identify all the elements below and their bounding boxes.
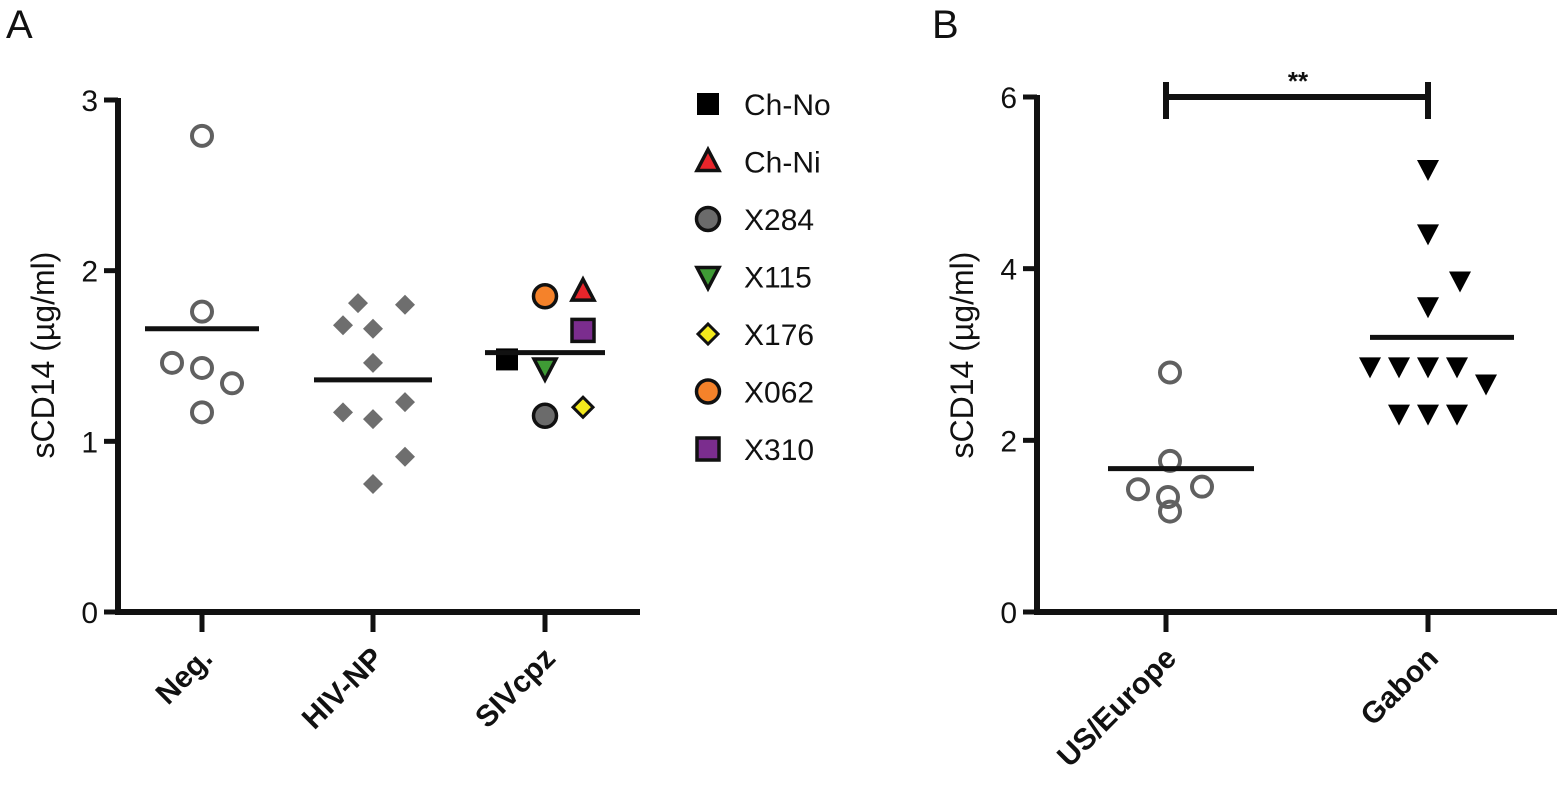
data-point-gabon <box>1417 404 1439 426</box>
x-tick-label-a: HIV-NP <box>296 642 390 736</box>
x-tick-label-a: SIVcpz <box>469 642 562 735</box>
data-point-us-europe <box>1158 360 1182 385</box>
y-tick-label-b: 4 <box>1000 254 1017 287</box>
data-point-gabon <box>1388 357 1410 379</box>
legend-marker-ch-ni <box>694 145 722 173</box>
legend-label: Ch-No <box>744 89 831 122</box>
data-point-hiv-np <box>395 446 415 467</box>
data-point-us-europe <box>1126 477 1150 502</box>
legend-marker-x310 <box>695 436 721 462</box>
data-point-x176 <box>570 395 596 420</box>
data-point-hiv-np <box>363 409 383 430</box>
panel-b-plot: 0 2 4 6 US/Europe Gabon <box>1000 82 1557 773</box>
data-point-x310 <box>570 317 596 344</box>
data-point-gabon <box>1359 357 1381 379</box>
data-point-gabon <box>1446 404 1468 426</box>
data-point-ch-ni <box>569 275 597 302</box>
legend: Ch-No Ch-Ni X284 X115 X176 X062 X310 <box>694 89 831 467</box>
y-tick-label-b: 0 <box>1000 597 1017 630</box>
panel-label-b: B <box>932 3 959 47</box>
legend-label: Ch-Ni <box>744 147 821 180</box>
data-point-neg <box>220 371 244 396</box>
legend-marker-x115 <box>694 265 722 293</box>
data-point-hiv-np <box>363 318 383 339</box>
legend-marker-x062 <box>694 378 722 405</box>
panel-a-plot: 0 1 2 3 Neg. HIV-NP SIVcpz <box>81 85 640 736</box>
data-point-x115 <box>531 357 559 384</box>
data-point-hiv-np <box>395 294 415 315</box>
data-point-hiv-np <box>363 474 383 494</box>
data-point-gabon <box>1446 357 1468 379</box>
data-point-us-europe <box>1190 474 1214 499</box>
legend-marker-x176 <box>695 321 721 347</box>
panel-label-a: A <box>6 3 33 47</box>
data-point-hiv-np <box>363 352 383 373</box>
data-point-gabon <box>1417 159 1439 181</box>
data-point-gabon <box>1417 224 1439 246</box>
data-point-us-europe <box>1158 499 1182 524</box>
data-point-neg <box>190 299 214 324</box>
data-point-x284 <box>531 402 559 429</box>
data-point-neg <box>190 123 214 148</box>
legend-label: X176 <box>744 319 814 352</box>
legend-marker-ch-no <box>697 93 719 115</box>
data-point-us-europe <box>1156 484 1180 509</box>
data-point-neg <box>190 355 214 380</box>
y-tick-label-a: 0 <box>81 597 98 630</box>
y-axis-label-a: sCD14 (µg/ml) <box>25 252 61 459</box>
significance-label: ** <box>1288 66 1309 96</box>
data-point-gabon <box>1475 374 1497 396</box>
data-point-neg <box>160 350 184 375</box>
y-tick-label-b: 6 <box>1000 82 1017 115</box>
data-point-hiv-np <box>333 402 353 423</box>
legend-label: X115 <box>744 262 812 295</box>
y-tick-label-a: 3 <box>81 85 98 118</box>
y-axis-label-b: sCD14 (µg/ml) <box>944 252 980 459</box>
data-point-hiv-np <box>333 315 353 336</box>
data-point-gabon <box>1449 271 1471 293</box>
data-point-x062 <box>531 283 559 310</box>
data-point-hiv-np <box>348 293 368 314</box>
y-tick-label-a: 1 <box>81 426 98 459</box>
data-point-gabon <box>1417 297 1439 319</box>
x-tick-label-b: Gabon <box>1354 642 1445 733</box>
data-point-gabon <box>1417 357 1439 379</box>
data-point-hiv-np <box>395 392 415 413</box>
x-tick-label-b: US/Europe <box>1051 642 1183 774</box>
legend-label: X284 <box>744 204 814 237</box>
legend-label: X310 <box>744 434 814 467</box>
legend-label: X062 <box>744 377 814 410</box>
legend-marker-x284 <box>694 205 722 233</box>
data-point-gabon <box>1388 404 1410 426</box>
data-point-neg <box>190 400 214 425</box>
x-tick-label-a: Neg. <box>150 642 219 711</box>
y-tick-label-a: 2 <box>81 256 98 289</box>
y-tick-label-b: 2 <box>1000 425 1017 458</box>
